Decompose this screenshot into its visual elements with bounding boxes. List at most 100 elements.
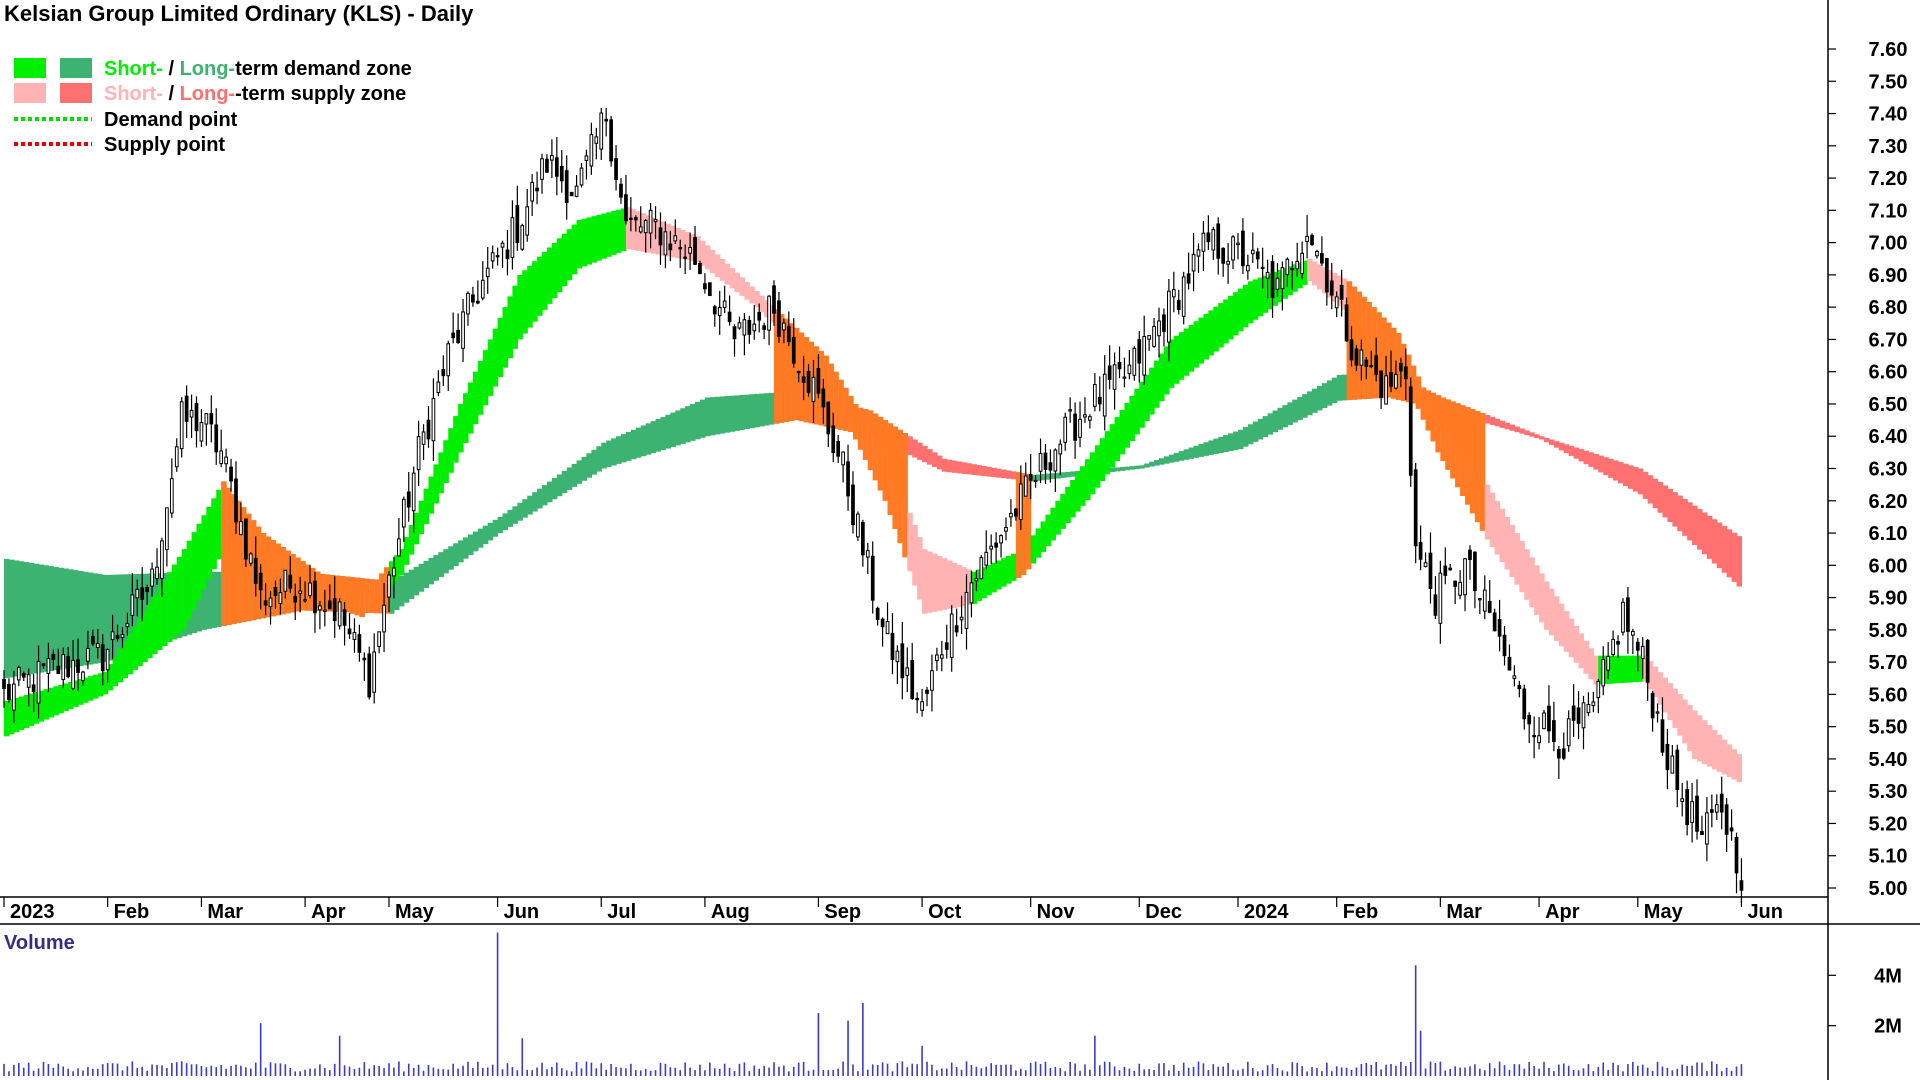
overlap-zone-slice (260, 533, 267, 619)
candle-body (944, 642, 949, 650)
y-tick-label: 7.60 (1869, 39, 1908, 61)
volume-tick-label: 2M (1874, 1016, 1902, 1038)
x-tick-label: Aug (711, 901, 750, 923)
short-zone-slice (650, 217, 657, 254)
short-zone-slice (917, 537, 923, 600)
overlap-zone-slice (808, 341, 815, 424)
candle-body (1631, 630, 1635, 636)
overlap-zone-slice (265, 536, 272, 618)
long-zone-slice (517, 502, 523, 521)
candle-body (624, 194, 628, 222)
candle-body (1542, 712, 1546, 730)
short-zone-slice (1084, 459, 1091, 501)
long-zone-slice (58, 567, 64, 670)
overlap-zone-slice (774, 309, 780, 424)
demand-supply-zones (4, 207, 1743, 783)
long-zone-slice (82, 571, 89, 666)
long-zone-slice (1183, 449, 1190, 460)
candle-body (421, 431, 426, 445)
long-zone-slice (695, 401, 701, 440)
candle-body (397, 538, 401, 557)
long-zone-slice (1307, 391, 1313, 416)
short-zone-slice (102, 671, 109, 695)
long-zone-slice (1677, 495, 1683, 532)
long-zone-slice (1030, 474, 1037, 482)
candle-body (1068, 409, 1073, 412)
candle-body (1724, 804, 1729, 835)
candle-body (564, 170, 569, 203)
candle-body (1344, 304, 1349, 342)
short-zone-slice (729, 268, 736, 289)
long-zone-slice (1124, 466, 1130, 471)
candle-body (727, 311, 732, 323)
candle-body (303, 599, 307, 602)
candle-body (234, 478, 238, 523)
candle-body (12, 683, 16, 711)
candle-body (1576, 707, 1581, 724)
candle-body (1181, 276, 1186, 317)
short-zone-slice (82, 677, 89, 703)
long-zone-slice (719, 396, 726, 434)
long-zone-slice (1267, 413, 1274, 435)
short-zone-slice (1001, 558, 1007, 587)
candle-body (1112, 364, 1117, 390)
candle-body (885, 621, 890, 635)
candle-body (184, 395, 189, 422)
short-zone-slice (1524, 549, 1530, 600)
candle-body (1705, 812, 1709, 845)
short-zone-slice (1622, 655, 1629, 683)
long-zone-slice (1065, 471, 1071, 478)
short-zone-slice (1094, 445, 1101, 488)
long-zone-slice (1341, 374, 1348, 401)
candle-body (1018, 483, 1023, 520)
candle-body (979, 557, 984, 580)
short-zone-slice (73, 680, 79, 707)
y-tick-label: 7.30 (1869, 136, 1908, 158)
long-zone-slice (917, 442, 923, 460)
overlap-zone-slice (369, 579, 375, 613)
long-zone-slice (946, 459, 953, 473)
candle-body (984, 551, 989, 566)
short-zone-slice (1331, 272, 1338, 302)
long-zone-slice (665, 414, 671, 449)
long-zone-slice (1519, 428, 1525, 434)
candle-body (332, 598, 337, 622)
short-zone-slice (196, 523, 203, 600)
long-zone-slice (1706, 515, 1713, 559)
candle-body (426, 419, 431, 440)
long-zone-slice (1504, 422, 1511, 430)
candle-body (1399, 362, 1403, 372)
candle-body (925, 689, 929, 694)
long-zone-slice (1163, 456, 1170, 464)
long-zone-slice (1109, 467, 1116, 473)
candle-body (1512, 675, 1517, 679)
long-zone-slice (922, 445, 928, 463)
candle-body (1231, 236, 1235, 261)
short-zone-slice (502, 307, 509, 368)
candle-body (1270, 261, 1275, 298)
candle-body (633, 217, 638, 221)
overlap-zone-slice (788, 323, 795, 421)
candle-body (1571, 705, 1576, 721)
overlap-zone-slice (1356, 291, 1362, 400)
candle-body (1561, 748, 1566, 759)
overlap-zone-slice (231, 494, 237, 625)
short-zone-slice (1553, 596, 1560, 641)
short-zone-slice (532, 261, 538, 322)
candle-body (56, 665, 61, 675)
candle-body (36, 660, 41, 704)
short-zone-slice (482, 350, 489, 406)
long-zone-slice (620, 434, 627, 463)
long-zone-slice (1159, 458, 1165, 465)
short-zone-slice (1198, 317, 1205, 364)
candle-body (638, 226, 643, 233)
candle-body (95, 643, 100, 649)
long-zone-slice (1297, 396, 1303, 421)
long-zone-slice (699, 399, 706, 438)
short-zone-slice (107, 664, 114, 691)
candle-body (1315, 251, 1319, 257)
candle-body (1552, 720, 1556, 742)
candle-body (392, 567, 396, 577)
candle-body (1033, 479, 1038, 483)
candle-body (71, 659, 75, 689)
